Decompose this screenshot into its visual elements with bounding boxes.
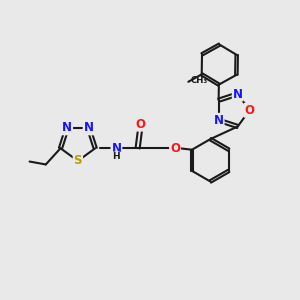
Text: O: O — [244, 104, 254, 117]
Text: N: N — [84, 122, 94, 134]
Text: H: H — [112, 152, 120, 161]
Text: S: S — [74, 154, 82, 167]
Text: N: N — [214, 114, 224, 127]
Text: N: N — [62, 122, 72, 134]
Text: CH₃: CH₃ — [191, 76, 208, 85]
Text: O: O — [135, 118, 145, 130]
Text: N: N — [233, 88, 243, 100]
Text: N: N — [111, 142, 122, 155]
Text: O: O — [170, 142, 180, 155]
